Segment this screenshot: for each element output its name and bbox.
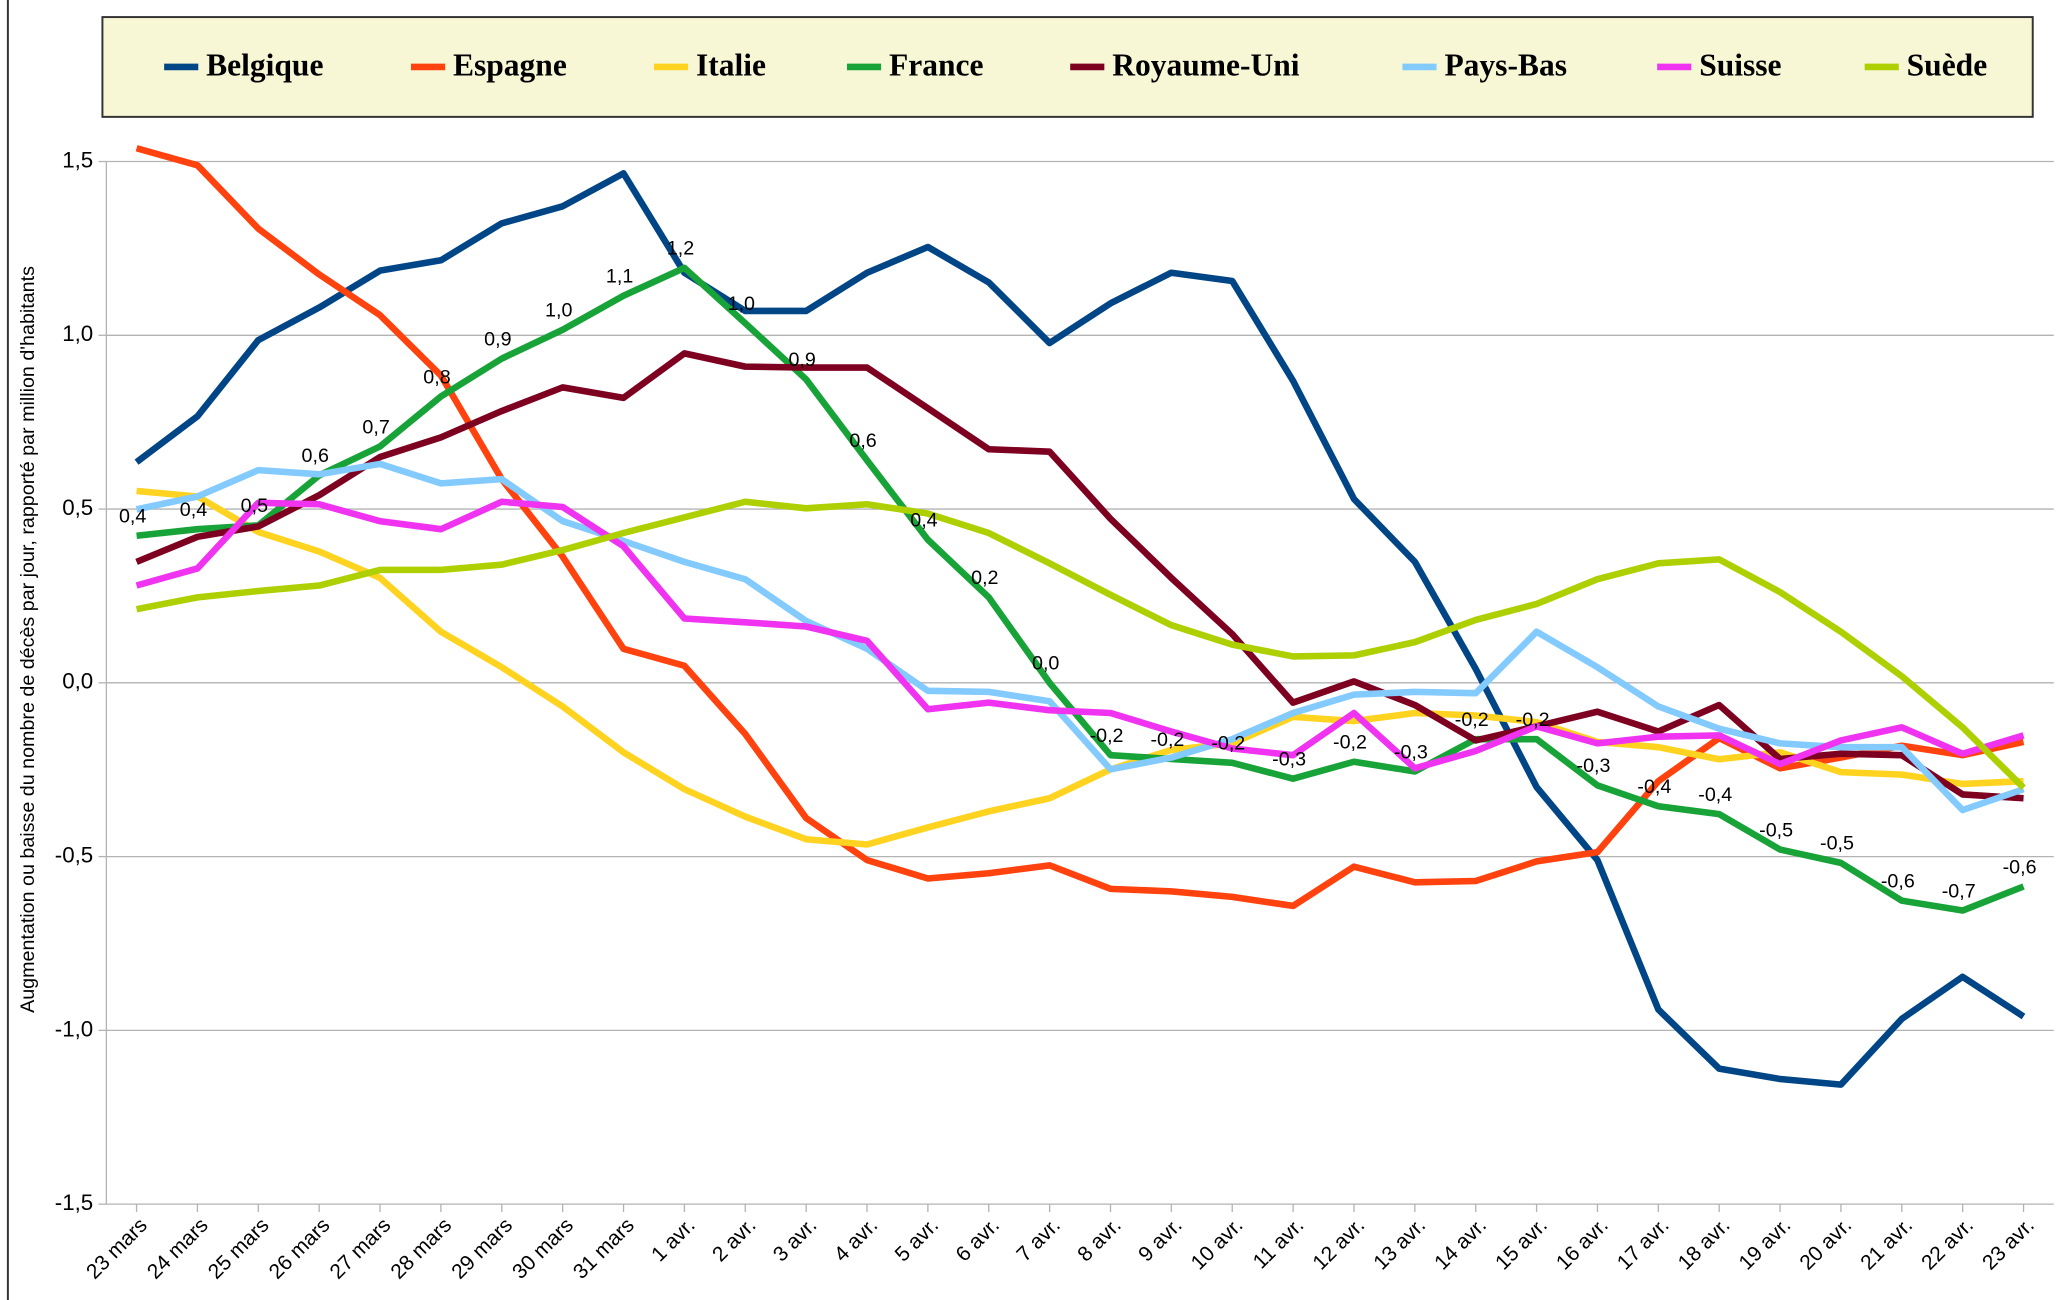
y-tick-label: -1,0: [55, 1016, 93, 1041]
x-tick-label: 3 avr.: [769, 1214, 822, 1267]
data-label: -0,7: [1942, 880, 1976, 902]
data-label: 1,1: [606, 265, 633, 287]
x-tick-label: 16 avr.: [1552, 1214, 1613, 1275]
x-tick-label: 5 avr.: [891, 1214, 944, 1267]
x-tick-label: 12 avr.: [1308, 1214, 1369, 1275]
legend-label: Suède: [1907, 48, 1988, 83]
x-tick-label: 31 mars: [569, 1214, 639, 1284]
series-line: [136, 264, 2025, 914]
data-label: -0,4: [1698, 784, 1732, 806]
legend-label: Suisse: [1699, 48, 1781, 83]
data-label: 1,0: [545, 300, 572, 322]
x-tick-label: 26 mars: [265, 1214, 335, 1284]
series-line: [134, 170, 2026, 1088]
data-label: -0,3: [1394, 741, 1428, 763]
y-tick-label: 1,0: [62, 321, 93, 346]
y-tick-label: -1,5: [55, 1190, 93, 1215]
legend-label: Royaume-Uni: [1112, 48, 1299, 83]
data-label: -0,2: [1333, 732, 1367, 754]
data-label: 1,2: [667, 238, 694, 260]
y-tick-label: -0,5: [55, 842, 93, 867]
x-tick-label: 18 avr.: [1674, 1214, 1735, 1275]
data-label: 0,4: [910, 509, 937, 531]
data-label: 0,9: [789, 349, 816, 371]
legend-label: Pays-Bas: [1444, 48, 1567, 83]
y-tick-label: 1,5: [62, 147, 93, 172]
x-tick-label: 17 avr.: [1613, 1214, 1674, 1275]
data-label: 0,2: [971, 567, 998, 589]
x-tick-label: 25 mars: [204, 1214, 274, 1284]
data-label: 0,9: [484, 328, 511, 350]
x-tick-label: 29 mars: [447, 1214, 517, 1284]
series-line: [136, 487, 2024, 848]
data-label: -0,3: [1577, 755, 1611, 777]
series-line: [135, 460, 2025, 814]
x-tick-label: 9 avr.: [1134, 1214, 1187, 1267]
data-label: 0,5: [241, 495, 268, 517]
data-label: 0,8: [423, 366, 450, 388]
data-label: -0,5: [1820, 833, 1854, 855]
data-label: -0,4: [1637, 776, 1671, 798]
data-label: -0,2: [1455, 709, 1489, 731]
data-label: 0,7: [362, 416, 389, 438]
data-label: -0,2: [1150, 729, 1184, 751]
x-tick-label: 28 mars: [386, 1214, 456, 1284]
series-line: [135, 350, 2024, 802]
x-tick-label: 4 avr.: [830, 1214, 883, 1267]
data-label: 1,0: [728, 293, 755, 315]
x-tick-label: 2 avr.: [708, 1214, 761, 1267]
data-label: -0,5: [1759, 819, 1793, 841]
data-label: -0,2: [1211, 733, 1245, 755]
data-label: -0,6: [1881, 871, 1915, 893]
legend-label: Italie: [696, 48, 766, 83]
legend-label: France: [889, 48, 983, 83]
x-tick-label: 14 avr.: [1430, 1214, 1491, 1275]
x-tick-label: 22 avr.: [1917, 1214, 1978, 1275]
x-tick-label: 10 avr.: [1187, 1214, 1248, 1275]
data-label: -0,6: [2003, 856, 2037, 878]
data-label: -0,2: [1090, 725, 1124, 747]
x-tick-label: 19 avr.: [1735, 1214, 1796, 1275]
x-tick-label: 23 avr.: [1978, 1214, 2039, 1275]
data-label: 0,0: [1032, 653, 1059, 675]
x-tick-label: 11 avr.: [1249, 1214, 1309, 1274]
x-tick-label: 7 avr.: [1012, 1214, 1065, 1267]
x-tick-label: 20 avr.: [1795, 1214, 1856, 1275]
series-line: [135, 498, 2026, 791]
x-tick-label: 1 avr.: [647, 1214, 700, 1267]
x-tick-label: 23 mars: [82, 1214, 152, 1284]
series-line: [135, 498, 2025, 772]
y-tick-label: 0,0: [62, 669, 93, 694]
legend-label: Belgique: [206, 48, 323, 83]
data-label: 0,4: [180, 499, 207, 521]
x-tick-label: 27 mars: [325, 1214, 395, 1284]
y-tick-label: 0,5: [62, 495, 93, 520]
data-label: 0,4: [119, 506, 146, 528]
data-label: -0,2: [1516, 709, 1550, 731]
y-axis-title: Augmentation ou baisse du nombre de décè…: [17, 266, 39, 1013]
x-tick-label: 21 avr.: [1856, 1214, 1917, 1275]
x-tick-label: 24 mars: [143, 1214, 213, 1284]
x-tick-label: 8 avr.: [1073, 1214, 1126, 1267]
x-tick-label: 30 mars: [508, 1214, 578, 1284]
data-label: 0,6: [849, 430, 876, 452]
legend-label: Espagne: [453, 48, 567, 83]
data-label: 0,6: [302, 445, 329, 467]
x-tick-label: 15 avr.: [1491, 1214, 1552, 1275]
x-tick-label: 13 avr.: [1369, 1214, 1430, 1275]
data-label: -0,3: [1272, 749, 1306, 771]
x-tick-label: 6 avr.: [951, 1214, 1004, 1267]
